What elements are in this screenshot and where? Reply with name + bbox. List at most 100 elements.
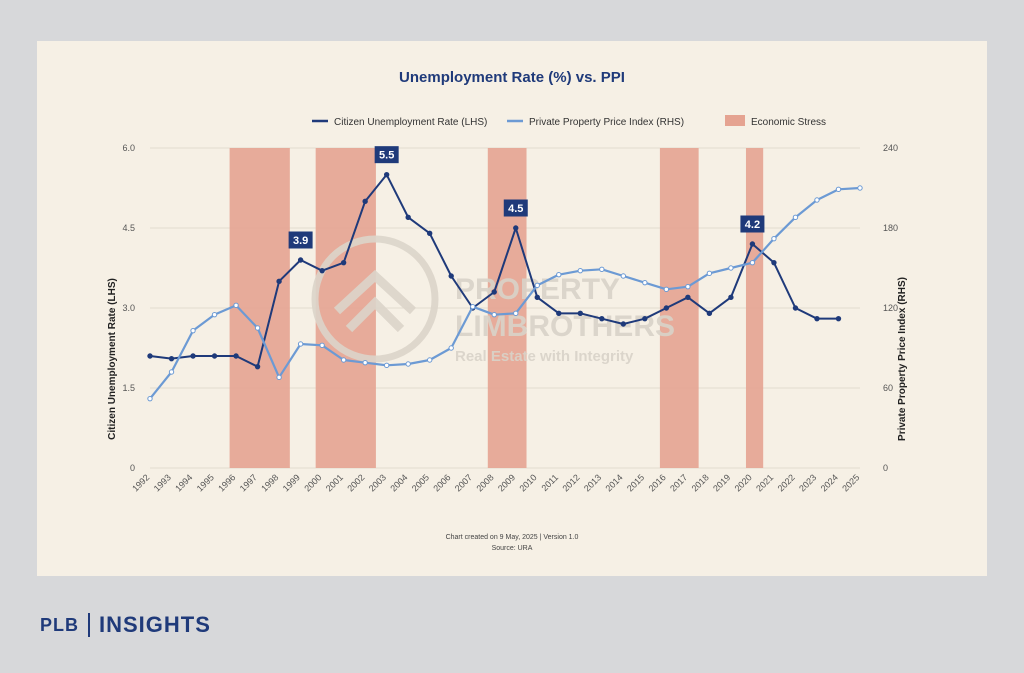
ppi-point: [276, 374, 282, 381]
unemployment-point: [771, 259, 777, 266]
legend-item-unemployment: Citizen Unemployment Rate (LHS): [312, 117, 487, 128]
unemployment-point: [599, 315, 605, 322]
ppi-point: [599, 266, 605, 273]
unemployment-point: [792, 305, 799, 311]
watermark-line1: PROPERTY: [455, 273, 620, 306]
callout-label: 4.2: [745, 219, 760, 231]
ppi-point: [362, 359, 368, 366]
ppi-line: [149, 186, 861, 400]
y-tick-left: 3.0: [122, 303, 135, 313]
ppi-point: [470, 303, 476, 310]
ppi-point: [814, 197, 820, 203]
unemployment-point: [620, 321, 627, 327]
x-tick-label: 1993: [152, 472, 173, 493]
unemployment-point: [577, 310, 584, 317]
unemployment-point: [190, 353, 196, 359]
ppi-point: [642, 279, 648, 286]
callout-label: 3.9: [293, 235, 308, 247]
unemployment-point: [642, 315, 648, 322]
unemployment-point: [491, 289, 497, 295]
callouts: 3.9 5.5 4.5 4.2: [288, 146, 765, 249]
ppi-point: [319, 342, 325, 349]
ppi-point: [663, 286, 670, 293]
x-tick-label: 2007: [453, 472, 474, 493]
unemployment-point: [814, 315, 820, 322]
series: [147, 171, 863, 402]
unemployment-point: [728, 294, 734, 301]
legend-label-stress: Economic Stress: [751, 117, 826, 128]
chart-svg: PROPERTY LIMBROTHERS Real Estate with In…: [107, 69, 908, 552]
ppi-point: [405, 361, 411, 367]
unemployment-point: [168, 355, 175, 362]
unemployment-point: [147, 353, 153, 359]
legend-label-ppi: Private Property Price Index (RHS): [529, 117, 684, 128]
x-tick-label: 2004: [388, 472, 409, 493]
callout-label: 5.5: [379, 150, 394, 162]
watermark-logo-mark: [333, 269, 417, 333]
x-tick-label: 2017: [668, 472, 689, 493]
x-tick-label: 2001: [324, 472, 345, 493]
ppi-point: [233, 302, 239, 309]
unemployment-point: [749, 241, 756, 247]
x-tick-label: 2019: [711, 472, 732, 493]
x-tick-label: 2006: [431, 472, 452, 493]
unemployment-point: [405, 214, 411, 221]
ppi-point: [211, 311, 218, 318]
unemployment-point: [685, 294, 691, 301]
y-tick-right: 240: [883, 143, 898, 153]
callout-box: [740, 215, 765, 233]
ppi-point: [771, 235, 777, 242]
chart-title: Unemployment Rate (%) vs. PPI: [399, 69, 625, 86]
legend-swatch-stress: [725, 115, 745, 126]
unemployment-point: [426, 230, 433, 237]
ppi-point: [835, 186, 842, 193]
ppi-point: [491, 311, 497, 318]
x-tick-label: 2020: [733, 472, 754, 493]
ppi-point: [426, 357, 433, 363]
y-axis-left-title: Citizen Unemployment Rate (LHS): [107, 278, 118, 440]
stress-region: [745, 148, 764, 468]
ppi-point: [556, 271, 562, 278]
ppi-point: [857, 185, 863, 191]
unemployment-point: [362, 198, 368, 205]
y-tick-right: 120: [883, 303, 898, 313]
x-tick-label: 2022: [776, 472, 797, 493]
callout-box: [374, 146, 399, 164]
unemployment-point: [276, 278, 282, 285]
x-tick-label: 2011: [539, 472, 560, 493]
x-tick-label: 2012: [560, 472, 581, 493]
x-tick-label: 2021: [754, 472, 775, 493]
unemployment-point: [835, 315, 842, 322]
footer-created: Chart created on 9 May, 2025 | Version 1…: [446, 534, 579, 541]
legend-item-ppi: Private Property Price Index (RHS): [507, 117, 684, 128]
brand-left-text: PLB: [40, 614, 79, 635]
unemployment-point: [297, 257, 304, 263]
x-tick-label: 1994: [173, 472, 194, 493]
y-tick-left: 6.0: [122, 143, 135, 153]
unemployment-point: [513, 225, 519, 231]
x-tick-label: 1997: [238, 472, 259, 493]
ppi-point: [577, 267, 584, 274]
unemployment-point: [319, 267, 325, 274]
unemployment-point: [340, 259, 347, 266]
x-tick-label: 2008: [474, 472, 495, 493]
x-tick-label: 1992: [130, 472, 151, 493]
legend-label-unemployment: Citizen Unemployment Rate (LHS): [334, 117, 487, 128]
footer-source: Source: URA: [492, 545, 533, 552]
y-tick-left: 4.5: [122, 223, 135, 233]
ppi-point: [706, 270, 713, 277]
x-tick-label: 1996: [216, 472, 237, 493]
x-tick-label: 2002: [345, 472, 366, 493]
ppi-point: [792, 214, 799, 221]
x-tick-label: 2003: [367, 472, 388, 493]
x-tick-label: 2025: [840, 472, 861, 493]
y-tick-left: 1.5: [122, 383, 135, 393]
x-tick-label: 2024: [819, 472, 840, 493]
brand-logo: PLB INSIGHTS: [40, 612, 211, 638]
y-tick-right: 180: [883, 223, 898, 233]
unemployment-point: [663, 305, 670, 311]
x-tick-label: 2013: [582, 472, 603, 493]
brand-divider: [88, 613, 90, 637]
unemployment-point: [706, 310, 713, 317]
x-tick-label: 2005: [410, 472, 431, 493]
